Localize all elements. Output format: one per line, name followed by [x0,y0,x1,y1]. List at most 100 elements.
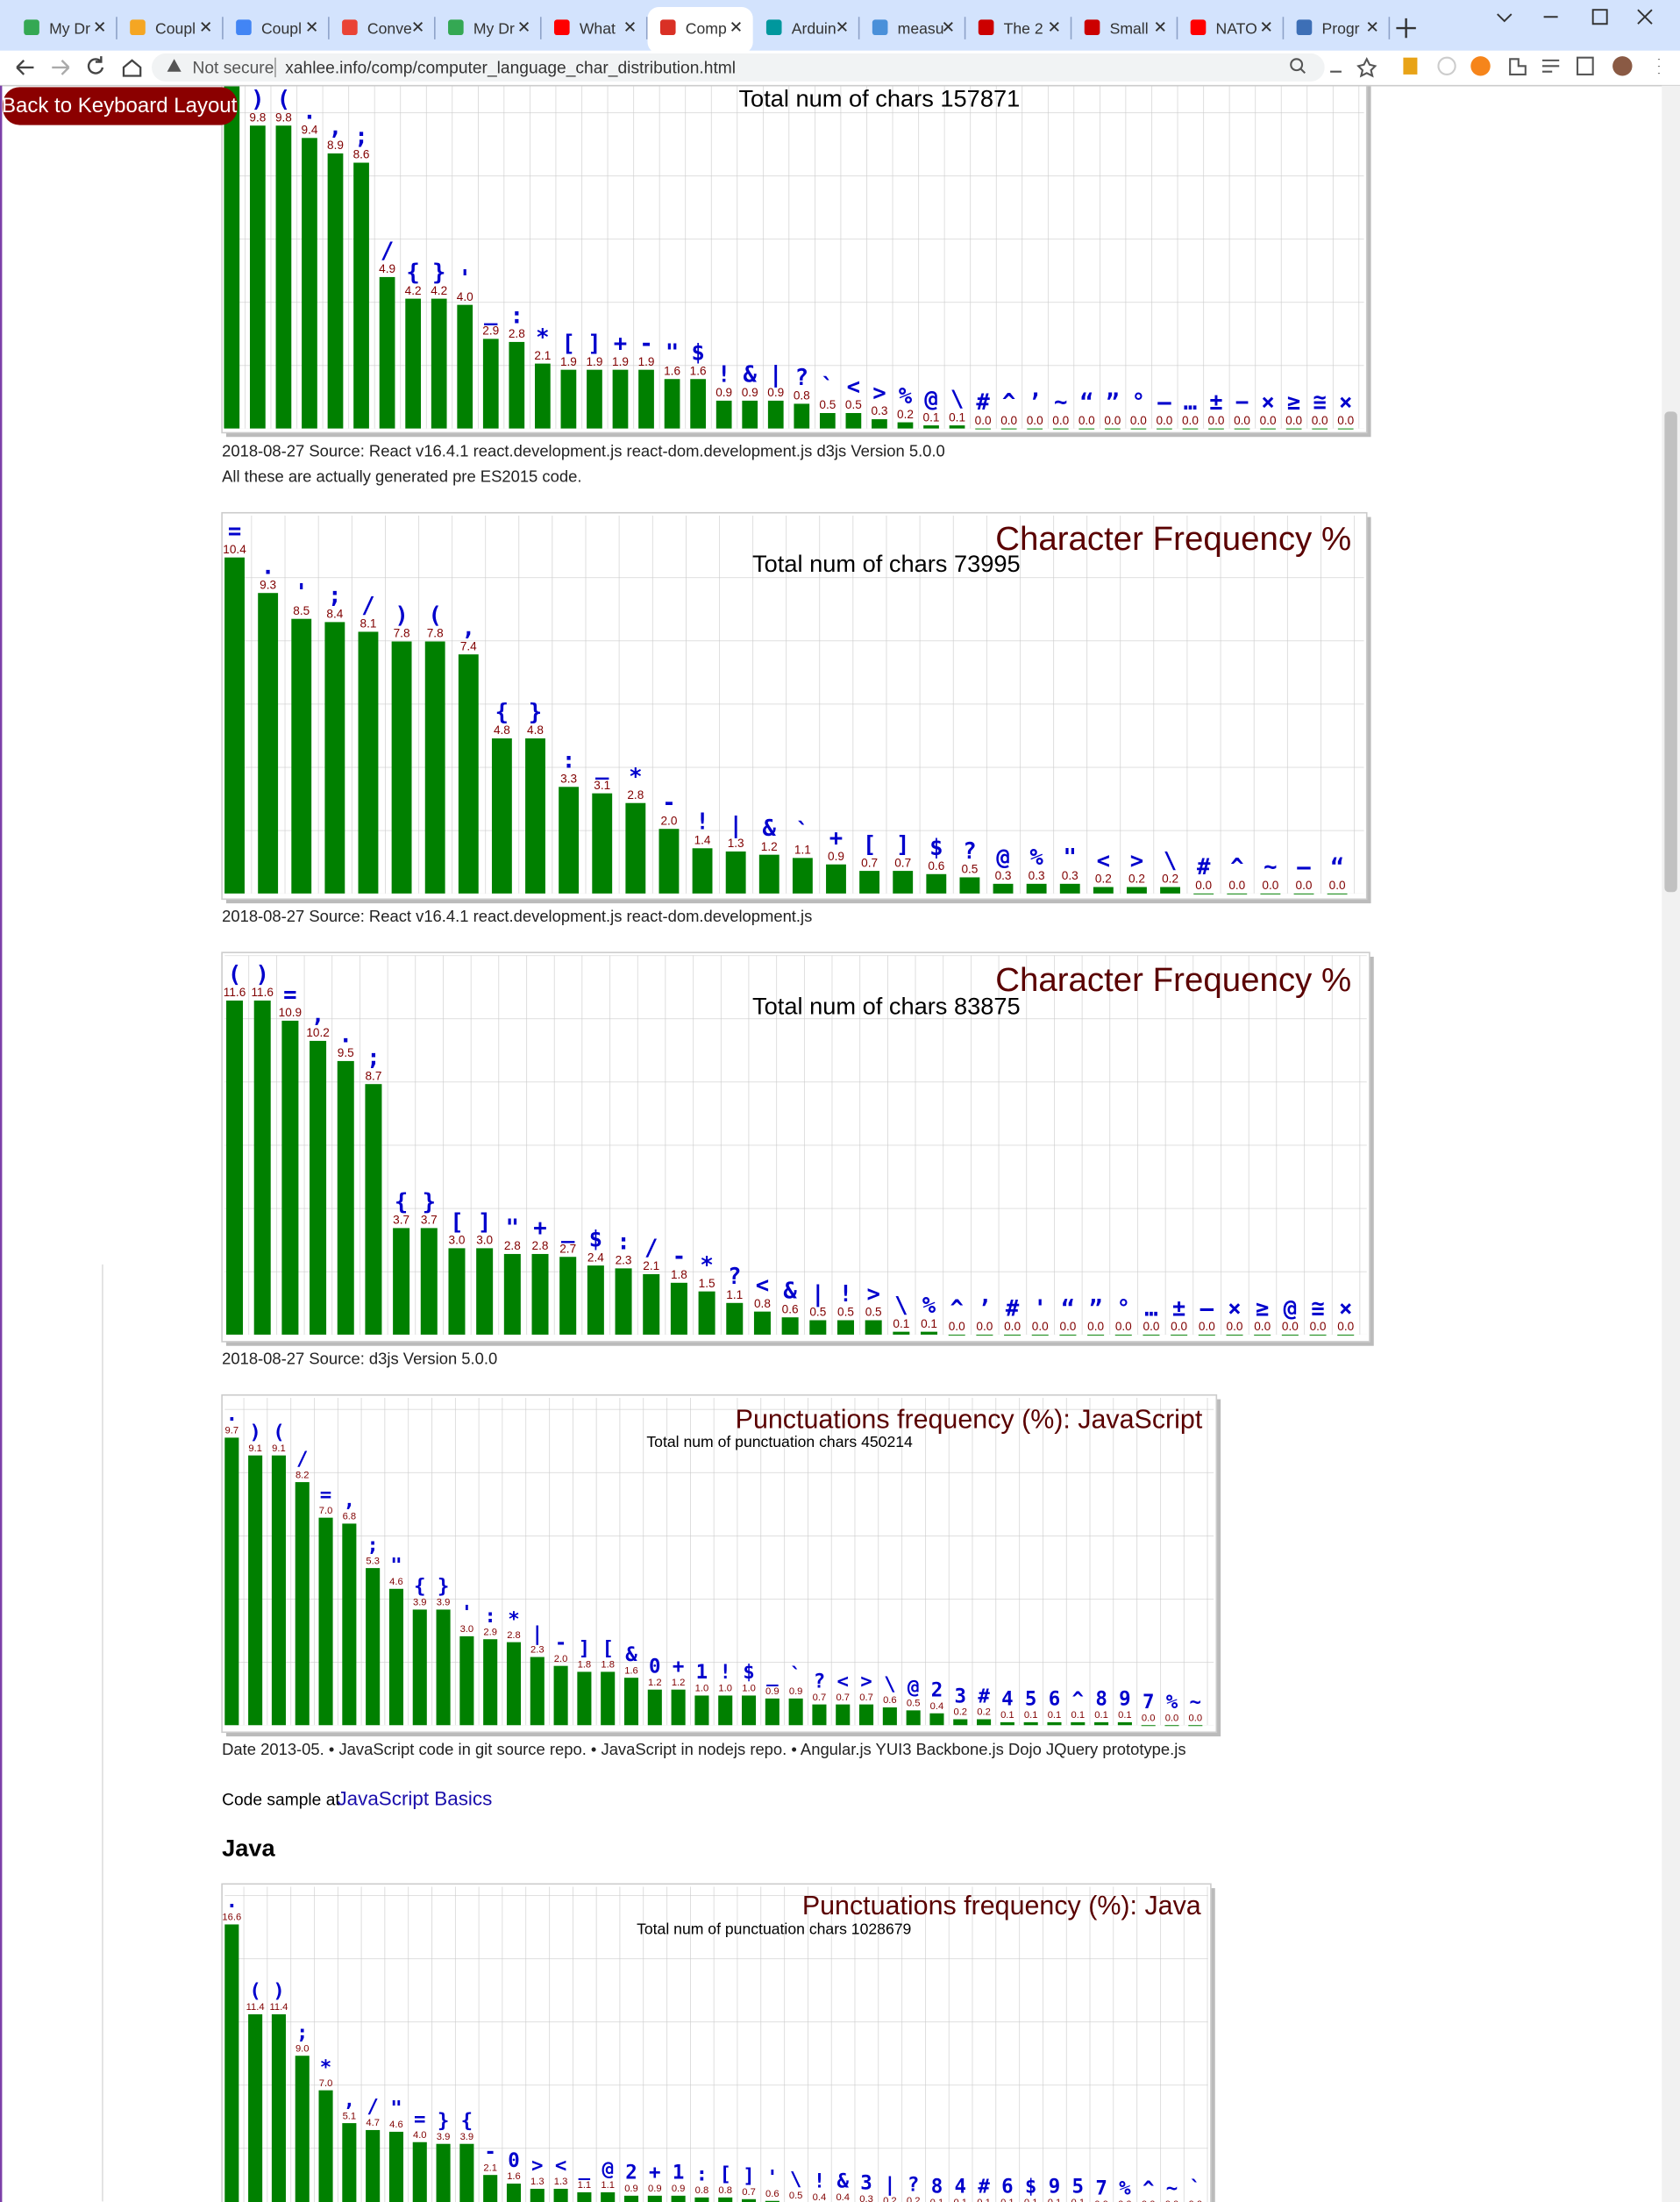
bar [253,1000,271,1335]
tab-title[interactable]: What [580,19,616,37]
tab-close[interactable] [201,21,211,32]
code-sample-link[interactable]: JavaScript Basics [337,1788,492,1810]
url[interactable]: xahlee.info/comp/computer_language_char_… [285,59,736,77]
back-icon[interactable] [16,60,34,75]
bar [859,1704,874,1726]
category-label: | [884,2173,896,2196]
value-label: 0.0 [1104,414,1121,427]
tab-close[interactable] [1261,21,1271,32]
tab-title[interactable]: Progr [1321,19,1359,37]
bar [457,304,473,429]
category-label: } [438,1575,450,1598]
category-label: : [696,2163,708,2186]
category-label: . [339,1022,352,1048]
category-label: : [616,1229,630,1256]
value-label: 0.1 [921,1317,937,1330]
category-label: ~ [1054,389,1067,416]
category-label: 5 [1025,1688,1037,1711]
tab-title[interactable]: Coupl [155,19,196,37]
value-label: 0.0 [1208,414,1225,427]
value-label: 4.0 [413,2130,427,2141]
category-label: " [506,1215,519,1241]
tab-title[interactable]: Conve [367,19,412,37]
bar [587,369,602,429]
tab-close[interactable] [95,21,105,32]
tab-close[interactable] [413,21,424,32]
value-label: 10.9 [279,1006,302,1019]
value-label: 0.0 [1260,414,1277,427]
tab-title[interactable]: NATO [1216,19,1257,37]
tab-close[interactable] [519,21,530,32]
value-label: 2.4 [587,1251,604,1264]
tab-title[interactable]: My Dr [473,19,515,37]
warning-icon [167,59,182,72]
tab-title[interactable]: Coupl [261,19,302,37]
bar [420,1228,438,1335]
tab-title[interactable]: Comp [686,19,727,37]
category-label: + [829,825,843,852]
value-label: 2.0 [660,814,677,827]
tab-close[interactable] [625,21,635,32]
value-label: 0.9 [789,1686,803,1697]
tab-title[interactable]: My Dr [49,19,90,37]
chart-caption: Date 2013-05. • JavaScript code in git s… [222,1740,1185,1758]
bar [388,2131,404,2202]
tab-title[interactable]: Arduin [792,19,836,37]
tab-close[interactable] [1367,21,1377,32]
value-label: 5.3 [366,1556,380,1566]
category-label: * [508,1607,520,1630]
category-label: ? [908,2173,920,2196]
tab-close[interactable] [307,21,317,32]
value-label: 0.5 [819,398,836,411]
value-label: 0.9 [742,386,758,399]
active-tab[interactable] [647,7,753,53]
tab-close[interactable] [943,21,953,32]
value-label: 11.6 [251,986,273,999]
tab-title[interactable]: The 2 [1004,19,1043,37]
category-label: $ [691,340,704,367]
bar [836,1704,851,1726]
bar [698,1291,715,1335]
omnibox[interactable] [152,53,1325,82]
value-label: 0.0 [1234,414,1250,427]
value-label: 1.9 [586,355,602,368]
value-label: 0.2 [883,2196,897,2202]
category-label: 4 [955,2175,967,2198]
bar [725,851,746,894]
bar [1000,428,1017,430]
forward-icon[interactable] [52,60,70,75]
tab-close[interactable] [1155,21,1165,32]
back-button[interactable] [3,87,238,125]
scrollbar-thumb[interactable] [1664,411,1677,893]
bar [295,2056,310,2202]
reload-icon[interactable] [87,56,104,75]
tab-close[interactable] [730,21,741,32]
category-label: 7 [1143,1691,1155,1714]
bar [258,593,279,894]
value-label: 0.1 [1000,2198,1014,2202]
tab-title[interactable]: measu [898,19,944,37]
tab-close[interactable] [1049,21,1059,32]
value-label: 0.1 [1024,2198,1038,2202]
bar [601,2191,616,2202]
value-label: 0.1 [1048,2198,1062,2202]
tab-icon [1084,19,1100,36]
home-icon[interactable] [122,59,142,77]
bar [281,1020,299,1335]
window-controls[interactable] [1497,9,1653,25]
category-label: , [329,114,342,140]
bar [615,1268,632,1335]
scrollbar[interactable] [1662,85,1680,2202]
tab-title[interactable]: Small [1110,19,1149,37]
value-label: 3.9 [437,2132,451,2142]
value-label: 0.0 [1004,1320,1021,1333]
bar [794,403,810,429]
category-label: 3 [955,1685,967,1707]
bar [671,1689,686,1726]
bar [271,1455,286,1726]
category-label: ] [579,1637,591,1660]
bar [694,1695,709,1726]
new-tab[interactable] [1396,18,1416,39]
back-button-label[interactable]: Back to Keyboard Layout [2,94,238,118]
tab-close[interactable] [836,21,847,32]
